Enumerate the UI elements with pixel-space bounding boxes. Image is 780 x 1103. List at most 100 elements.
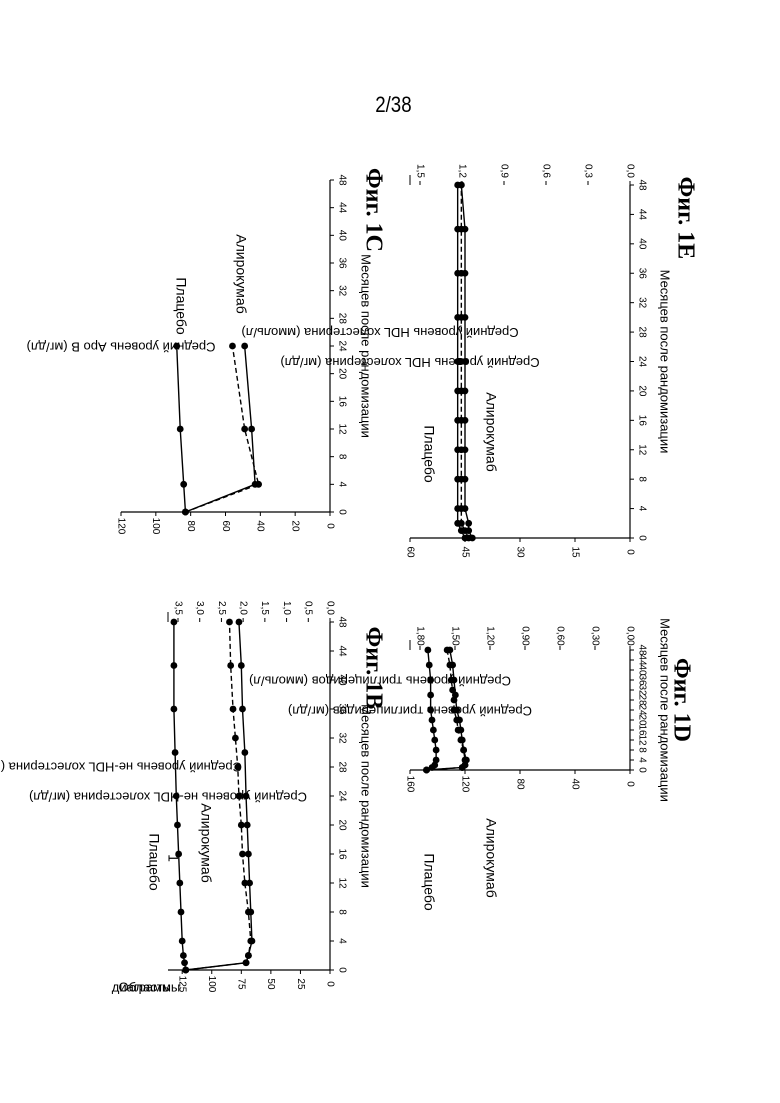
data-point bbox=[226, 619, 233, 626]
data-point bbox=[182, 967, 189, 974]
x-tick-label: 28 bbox=[636, 694, 647, 706]
x-tick-label: 36 bbox=[336, 257, 347, 269]
annotation: 1 bbox=[165, 854, 181, 862]
data-point bbox=[180, 481, 187, 488]
data-point bbox=[179, 938, 186, 945]
x-tick-label: 44 bbox=[636, 654, 647, 666]
x-tick-label: 16 bbox=[336, 848, 347, 860]
data-point bbox=[427, 677, 434, 684]
figure-caption: Фиг. 1D bbox=[668, 658, 694, 742]
x-tick-label: 24 bbox=[336, 790, 347, 802]
x-tick-label: 24 bbox=[636, 356, 647, 368]
data-point bbox=[171, 662, 178, 669]
data-point bbox=[431, 737, 438, 744]
x-tick-label: 32 bbox=[336, 285, 347, 297]
y-tick-label: 60 bbox=[220, 520, 231, 532]
data-point bbox=[176, 880, 183, 887]
data-point bbox=[182, 509, 189, 516]
y2-tick-label: 0,3 bbox=[582, 164, 593, 178]
x-tick-label: 28 bbox=[336, 761, 347, 773]
x-axis-label: Месяцев после рандомизации bbox=[359, 254, 374, 438]
y-tick-label: 120 bbox=[459, 776, 470, 793]
x-tick-label: 12 bbox=[336, 877, 347, 889]
data-point bbox=[239, 851, 246, 858]
y2-tick-label: 1,80 bbox=[414, 626, 425, 646]
x-tick-label: 48 bbox=[636, 179, 647, 191]
y2-tick-label: 0,0 bbox=[624, 164, 635, 178]
data-point bbox=[252, 481, 259, 488]
x-tick-label: 28 bbox=[336, 313, 347, 325]
data-point bbox=[462, 417, 469, 424]
y2-tick-label: 1,20 bbox=[484, 626, 495, 646]
y2-tick-label: 0,0 bbox=[324, 601, 335, 615]
x-tick-label: 44 bbox=[336, 645, 347, 657]
data-point bbox=[424, 647, 431, 654]
x-tick-label: 32 bbox=[336, 732, 347, 744]
data-point bbox=[465, 520, 472, 527]
x-tick-label: 4 bbox=[636, 757, 647, 763]
data-point bbox=[249, 938, 256, 945]
data-point bbox=[241, 426, 248, 433]
y-tick-label: 75 bbox=[236, 978, 247, 990]
x-tick-label: 8 bbox=[636, 476, 647, 482]
y2-tick-label: 0,00 bbox=[624, 626, 635, 646]
data-point bbox=[457, 727, 464, 734]
data-point bbox=[248, 426, 255, 433]
data-point bbox=[247, 909, 254, 916]
x-axis-label: Месяцев после рандомизации bbox=[359, 704, 374, 888]
y-tick-label: 15 bbox=[569, 546, 580, 558]
x-tick-label: 20 bbox=[636, 714, 647, 726]
data-point bbox=[462, 505, 469, 512]
y2-axis-label: Средний уровень HDL холестерина (ммоль/л… bbox=[241, 325, 518, 340]
x-tick-label: 12 bbox=[636, 734, 647, 746]
chart-1e: 048121620242832364044480153045600,00,30,… bbox=[241, 164, 698, 558]
data-point bbox=[462, 476, 469, 483]
y-tick-label: 100 bbox=[150, 518, 161, 535]
data-point bbox=[426, 662, 433, 669]
data-point bbox=[456, 717, 463, 724]
y-tick-label: 20 bbox=[290, 520, 301, 532]
data-point bbox=[433, 747, 440, 754]
x-tick-label: 48 bbox=[636, 644, 647, 656]
x-tick-label: 40 bbox=[336, 230, 347, 242]
data-point bbox=[172, 749, 179, 756]
series-label: Плацебо bbox=[421, 425, 437, 483]
y2-tick-label: 3,5 bbox=[172, 601, 183, 615]
data-point bbox=[469, 535, 476, 542]
y2-tick-label: 0,9 bbox=[498, 164, 509, 178]
data-point bbox=[177, 426, 184, 433]
y-tick-label: 100 bbox=[206, 976, 217, 993]
y-tick-label: 30 bbox=[514, 546, 525, 558]
y2-tick-label: 0,5 bbox=[303, 601, 314, 615]
y-axis-label: Средний уровень не-HDL холестерина (мг/д… bbox=[29, 790, 307, 805]
data-point bbox=[423, 767, 430, 774]
x-tick-label: 20 bbox=[636, 385, 647, 397]
y-tick-label: 40 bbox=[569, 778, 580, 790]
x-tick-label: 12 bbox=[336, 423, 347, 435]
y2-tick-label: 2,5 bbox=[216, 601, 227, 615]
x-tick-label: 0 bbox=[636, 767, 647, 773]
y2-tick-label: 0,60 bbox=[554, 626, 565, 646]
x-tick-label: 32 bbox=[636, 297, 647, 309]
data-point bbox=[459, 737, 466, 744]
y2-tick-label: 1,5 bbox=[414, 164, 425, 178]
y-tick-label: 0 bbox=[324, 523, 335, 529]
y-axis-label: Средний уровень HDL холестерина (мг/дл) bbox=[280, 355, 539, 370]
data-point bbox=[453, 707, 460, 714]
x-tick-label: 16 bbox=[636, 415, 647, 427]
data-point bbox=[462, 314, 469, 321]
figure-caption: Фиг. 1C bbox=[360, 168, 386, 252]
y2-tick-label: 1,0 bbox=[281, 601, 292, 615]
data-point bbox=[229, 343, 236, 350]
x-tick-label: 32 bbox=[636, 684, 647, 696]
x-tick-label: 28 bbox=[636, 327, 647, 339]
data-point bbox=[243, 793, 250, 800]
y2-tick-label: 1,2 bbox=[456, 164, 467, 178]
data-point bbox=[462, 757, 469, 764]
y-tick-label: 120 bbox=[115, 518, 126, 535]
data-point bbox=[227, 662, 234, 669]
x-tick-label: 4 bbox=[336, 938, 347, 944]
data-point bbox=[173, 793, 180, 800]
x-tick-label: 24 bbox=[636, 704, 647, 716]
